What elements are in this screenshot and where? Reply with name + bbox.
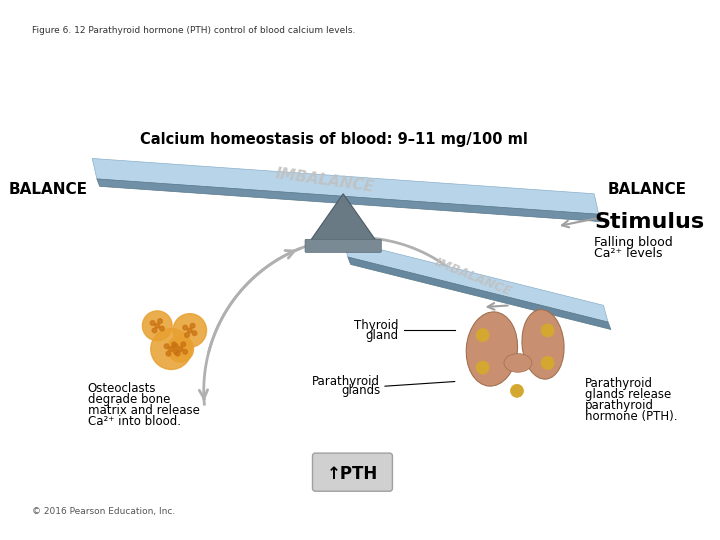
- Text: parathyroid: parathyroid: [585, 399, 654, 412]
- Circle shape: [150, 321, 155, 325]
- FancyBboxPatch shape: [305, 239, 382, 252]
- Polygon shape: [348, 257, 611, 329]
- Circle shape: [476, 361, 489, 374]
- Text: BALANCE: BALANCE: [9, 181, 88, 197]
- Circle shape: [174, 349, 178, 354]
- Text: hormone (PTH).: hormone (PTH).: [585, 410, 678, 423]
- Circle shape: [541, 356, 554, 369]
- Text: glands: glands: [341, 384, 380, 397]
- Text: Parathyroid: Parathyroid: [312, 375, 380, 388]
- Polygon shape: [310, 194, 376, 240]
- Circle shape: [176, 352, 180, 356]
- Circle shape: [169, 347, 174, 352]
- Circle shape: [171, 342, 176, 347]
- Text: gland: gland: [366, 328, 399, 342]
- Text: Figure 6. 12 Parathyroid hormone (PTH) control of blood calcium levels.: Figure 6. 12 Parathyroid hormone (PTH) c…: [32, 26, 355, 36]
- Text: © 2016 Pearson Education, Inc.: © 2016 Pearson Education, Inc.: [32, 507, 175, 516]
- Circle shape: [192, 331, 197, 335]
- Text: Parathyroid: Parathyroid: [585, 377, 653, 390]
- Circle shape: [160, 326, 164, 331]
- Text: Stimulus: Stimulus: [594, 212, 704, 232]
- Circle shape: [168, 336, 194, 362]
- Circle shape: [173, 314, 207, 347]
- Text: Osteoclasts: Osteoclasts: [88, 382, 156, 395]
- Circle shape: [143, 311, 172, 341]
- Circle shape: [510, 384, 523, 397]
- Text: Falling blood: Falling blood: [594, 235, 673, 248]
- Text: Thyroid: Thyroid: [354, 319, 399, 332]
- Text: glands release: glands release: [585, 388, 671, 401]
- Circle shape: [183, 325, 187, 330]
- Polygon shape: [92, 158, 599, 214]
- Ellipse shape: [504, 354, 532, 372]
- FancyBboxPatch shape: [312, 453, 392, 491]
- Circle shape: [185, 333, 189, 338]
- Text: matrix and release: matrix and release: [88, 404, 199, 417]
- Text: Ca²⁺ levels: Ca²⁺ levels: [594, 247, 662, 260]
- Text: BALANCE: BALANCE: [608, 181, 687, 197]
- Text: ↑PTH: ↑PTH: [327, 465, 378, 483]
- Circle shape: [183, 349, 187, 354]
- Text: degrade bone: degrade bone: [88, 393, 170, 406]
- Ellipse shape: [467, 312, 518, 386]
- Circle shape: [187, 328, 192, 333]
- Circle shape: [158, 319, 163, 323]
- Text: Ca²⁺ into blood.: Ca²⁺ into blood.: [88, 415, 181, 428]
- Polygon shape: [343, 240, 608, 322]
- Text: IMBALANCE: IMBALANCE: [274, 166, 375, 195]
- Ellipse shape: [522, 309, 564, 379]
- Circle shape: [174, 344, 178, 348]
- Circle shape: [152, 328, 157, 333]
- Circle shape: [155, 323, 160, 328]
- Circle shape: [190, 323, 195, 328]
- Polygon shape: [97, 179, 602, 221]
- Text: Calcium homeostasis of blood: 9–11 mg/100 ml: Calcium homeostasis of blood: 9–11 mg/10…: [140, 132, 528, 147]
- Circle shape: [181, 342, 186, 347]
- Circle shape: [178, 347, 183, 352]
- Circle shape: [150, 328, 192, 369]
- Text: IMBALANCE: IMBALANCE: [433, 256, 514, 299]
- Circle shape: [164, 344, 169, 348]
- Circle shape: [541, 324, 554, 337]
- Circle shape: [476, 328, 489, 342]
- Circle shape: [166, 352, 171, 356]
